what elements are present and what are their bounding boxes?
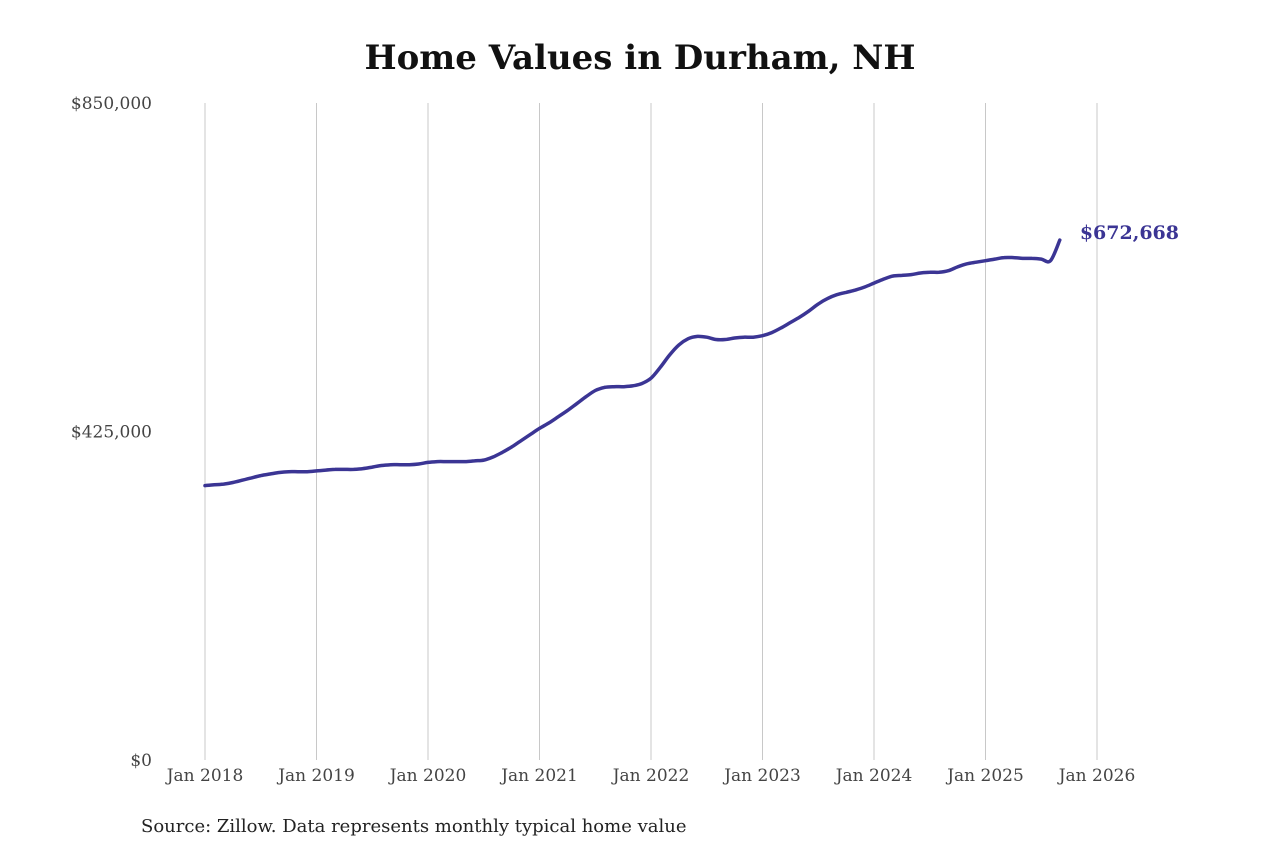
series-layer: $672,668	[203, 222, 1179, 488]
x-tick-label: Jan 2025	[945, 766, 1024, 786]
y-tick-label: $850,000	[71, 94, 152, 114]
x-tick-label: Jan 2019	[276, 766, 355, 786]
y-tick-label: $0	[130, 751, 152, 771]
series-line	[203, 238, 1062, 488]
source-note: Source: Zillow. Data represents monthly …	[141, 816, 687, 837]
grid-lines	[204, 103, 1098, 760]
y-axis-ticks: $0 $425,000 $850,000	[71, 94, 152, 771]
x-tick-label: Jan 2021	[499, 766, 578, 786]
x-tick-label: Jan 2023	[722, 766, 801, 786]
x-tick-label: Jan 2024	[834, 766, 913, 786]
chart-title: Home Values in Durham, NH	[364, 38, 916, 78]
x-tick-label: Jan 2020	[388, 766, 467, 786]
x-tick-label: Jan 2026	[1057, 766, 1136, 786]
x-tick-label: Jan 2022	[611, 766, 690, 786]
x-axis-ticks: Jan 2018 Jan 2019 Jan 2020 Jan 2021 Jan 2022…	[165, 766, 1136, 786]
end-value-label: $672,668	[1080, 222, 1179, 244]
x-tick-label: Jan 2018	[165, 766, 244, 786]
y-tick-label: $425,000	[71, 423, 152, 443]
